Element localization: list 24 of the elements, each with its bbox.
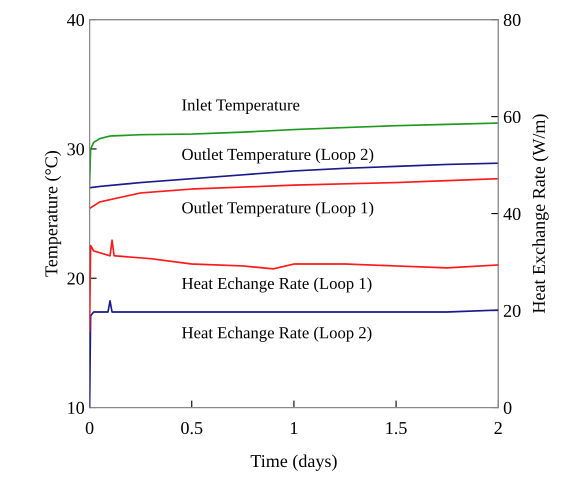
- series-label: Outlet Temperature (Loop 2): [182, 148, 374, 164]
- y-tick-label: 30: [68, 143, 84, 156]
- y-tick-label: 10: [68, 402, 84, 414]
- y2-axis-title: Heat Exchange Rate (W/m): [532, 114, 549, 314]
- x-tick-label: 0.5: [181, 422, 202, 434]
- x-tick-label: 0: [86, 422, 94, 434]
- x-tick-label: 1.5: [386, 422, 407, 434]
- y-axis-title: Temperature (°C): [44, 150, 62, 277]
- series-label: Heat Echange Rate (Loop 1): [182, 277, 372, 292]
- y2-tick-label: 60: [504, 110, 520, 124]
- series-label: Inlet Temperature: [182, 98, 300, 114]
- y2-tick-label: 0: [504, 402, 512, 414]
- x-tick-label: 2: [494, 422, 502, 434]
- series-label: Outlet Temperature (Loop 1): [182, 202, 374, 217]
- y-tick-label: 40: [67, 14, 84, 26]
- series-label: Heat Echange Rate (Loop 2): [182, 326, 372, 342]
- y2-tick-label: 20: [504, 304, 520, 317]
- line-series: [90, 122, 498, 186]
- y2-tick-label: 40: [503, 208, 520, 220]
- y-tick-label: 20: [67, 272, 84, 285]
- x-axis-title: Time (days): [250, 454, 337, 471]
- line-series: [90, 162, 498, 189]
- x-tick-label: 1: [290, 422, 298, 434]
- y2-tick-label: 80: [504, 14, 520, 26]
